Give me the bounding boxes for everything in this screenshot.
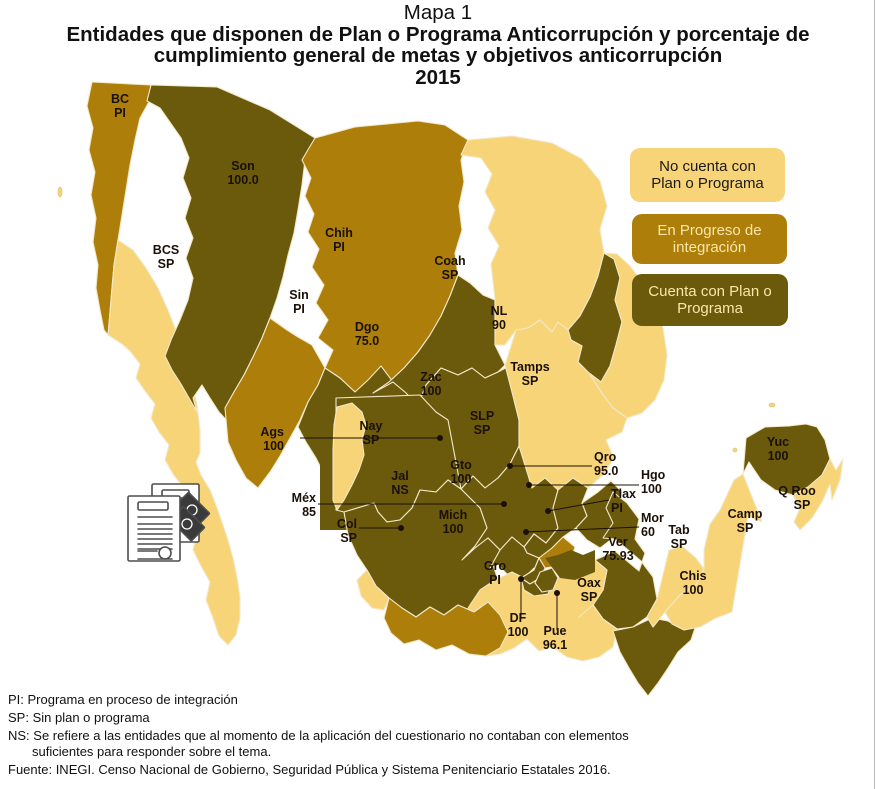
svg-text:NL90: NL 90 bbox=[491, 304, 508, 332]
svg-text:SinPI: Sin PI bbox=[289, 288, 308, 316]
svg-text:JalNS: Jal NS bbox=[391, 469, 408, 497]
svg-text:Dgo75.0: Dgo 75.0 bbox=[355, 320, 380, 348]
svg-text:TabSP: Tab SP bbox=[668, 523, 690, 551]
svg-text:Mich100: Mich 100 bbox=[439, 508, 467, 536]
svg-text:OaxSP: Oax SP bbox=[577, 576, 601, 604]
svg-text:Zac100: Zac 100 bbox=[420, 370, 442, 398]
svg-text:BCSSP: BCS SP bbox=[153, 243, 179, 271]
svg-text:Son100.0: Son 100.0 bbox=[227, 159, 258, 187]
svg-text:DF100: DF 100 bbox=[508, 611, 529, 639]
svg-text:Hgo100: Hgo 100 bbox=[641, 468, 666, 496]
svg-text:Gto100: Gto 100 bbox=[450, 458, 472, 486]
svg-text:Mor60: Mor 60 bbox=[641, 511, 664, 539]
svg-text:Qro95.0: Qro 95.0 bbox=[594, 450, 618, 478]
svg-text:NaySP: Nay SP bbox=[360, 419, 383, 447]
svg-text:Yuc100: Yuc 100 bbox=[767, 435, 789, 463]
svg-text:ColSP: Col SP bbox=[337, 517, 357, 545]
svg-text:Méx85: Méx 85 bbox=[292, 491, 316, 519]
svg-text:Pue96.1: Pue 96.1 bbox=[543, 624, 567, 652]
svg-text:Ags100: Ags 100 bbox=[260, 425, 284, 453]
svg-text:Chis100: Chis 100 bbox=[679, 569, 706, 597]
